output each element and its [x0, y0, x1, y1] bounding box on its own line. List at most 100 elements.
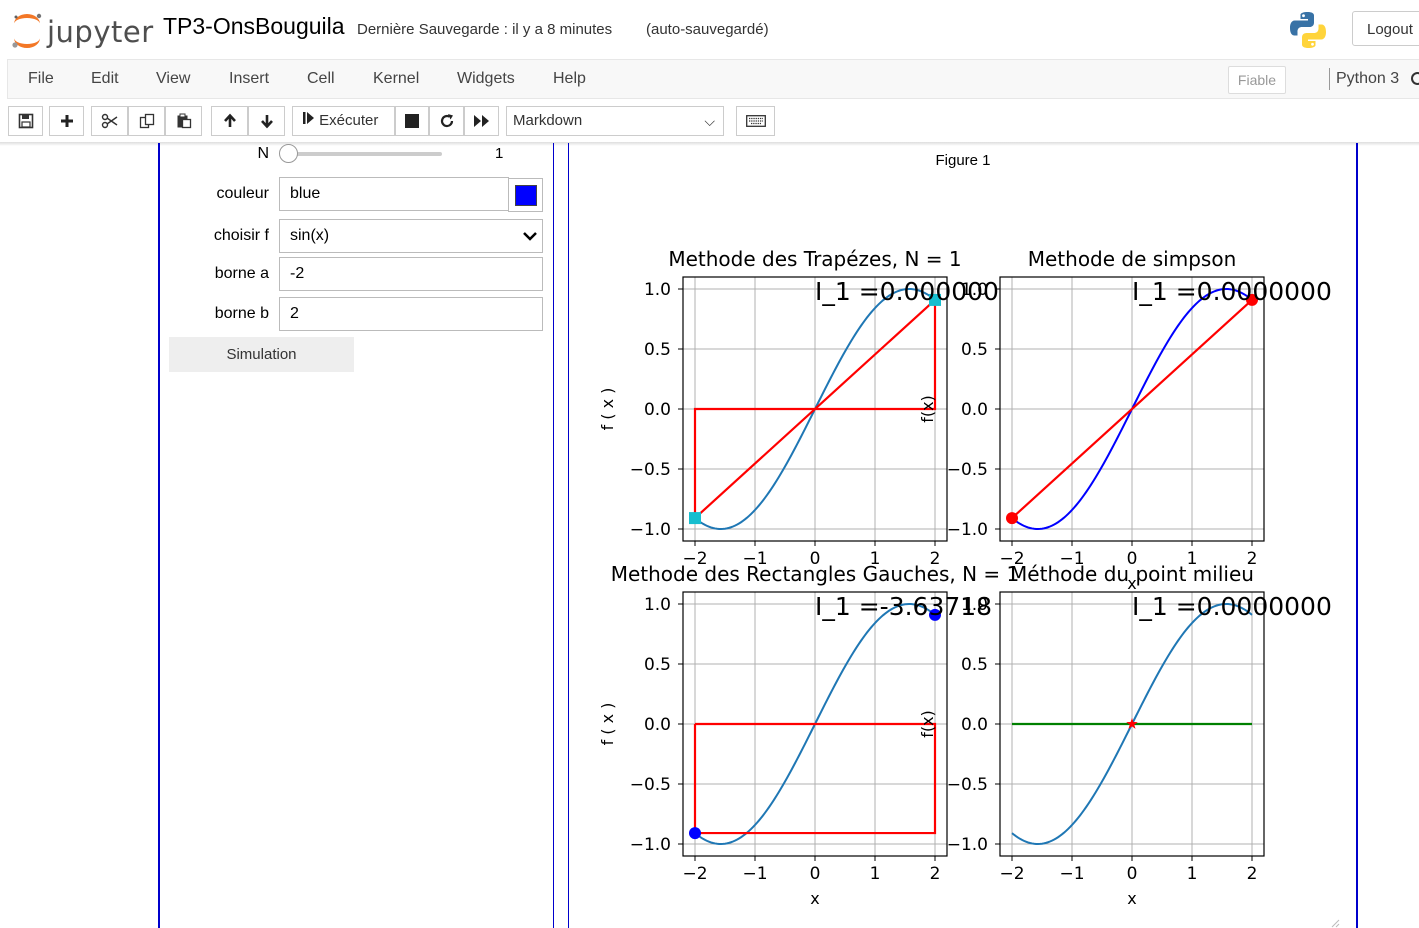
toolbar: Exécuter Markdown ⌵: [0, 100, 1419, 142]
move-down-button[interactable]: [248, 106, 285, 136]
plot-3-ytick-label-0: 1.0: [644, 595, 671, 615]
logout-button[interactable]: Logout: [1352, 11, 1419, 46]
color-input[interactable]: blue: [279, 177, 509, 211]
kernel-name: Python 3: [1336, 70, 1400, 87]
menu-kernel[interactable]: Kernel: [373, 70, 420, 87]
plot-1-series-3-point-0: [689, 512, 701, 525]
cell-border-left: [158, 143, 160, 928]
cell-type-select[interactable]: Markdown ⌵: [506, 106, 724, 136]
plot-1-ytick-label-4: −1.0: [630, 520, 671, 540]
plot-1-xtick-label-4: 2: [930, 549, 941, 569]
menu-widgets[interactable]: Widgets: [457, 70, 515, 87]
plot-4-ytick-label-2: 0.0: [961, 715, 988, 735]
restart-run-all-button[interactable]: [464, 106, 499, 136]
plot-3-ytick-label-3: −0.5: [630, 775, 671, 795]
menu-insert[interactable]: Insert: [229, 70, 270, 87]
plot-3-series-2-point-0: [689, 827, 701, 840]
function-label: choisir f: [213, 227, 269, 244]
plot-3-xtick-label-2: 0: [810, 864, 821, 884]
fast-forward-icon: [473, 115, 489, 127]
interrupt-button[interactable]: [395, 106, 429, 136]
plot-2-ytick-label-4: −1.0: [947, 520, 988, 540]
chevron-down-icon: [523, 232, 537, 241]
plot-4-ytick-label-4: −1.0: [947, 835, 988, 855]
plot-3-title: Methode des Rectangles Gauches, N = 1: [611, 562, 1020, 586]
scissors-icon: [101, 113, 117, 129]
restart-button[interactable]: [429, 106, 464, 136]
color-swatch-fill: [515, 185, 537, 206]
save-button[interactable]: [8, 106, 43, 136]
run-icon: [303, 112, 314, 124]
notebook-name[interactable]: TP3-OnsBouguila: [163, 13, 345, 39]
header: jupyter TP3-OnsBouguila Dernière Sauvega…: [0, 0, 1419, 56]
jupyter-logo-text: jupyter: [47, 15, 154, 49]
move-up-button[interactable]: [211, 106, 248, 136]
plot-2-ytick-label-3: −0.5: [947, 460, 988, 480]
menu-view[interactable]: View: [156, 70, 191, 87]
plot-1-ytick-label-3: −0.5: [630, 460, 671, 480]
plot-1-title: Methode des Trapézes, N = 1: [668, 247, 961, 271]
restart-icon: [440, 114, 453, 128]
plot-4-ylabel: f(x): [918, 710, 937, 738]
plot-2-title: Methode de simpson: [1028, 247, 1237, 271]
plot-1-xtick-label-2: 0: [810, 549, 821, 569]
autosave-status: (auto-sauvegardé): [646, 21, 769, 38]
simulation-button[interactable]: Simulation: [169, 337, 354, 372]
bound-b-label: borne b: [214, 305, 269, 322]
n-label: N: [257, 145, 269, 162]
paste-button[interactable]: [165, 106, 202, 136]
function-select[interactable]: sin(x): [279, 219, 543, 253]
command-palette-button[interactable]: [736, 106, 775, 136]
kernel-idle-icon: [1411, 72, 1419, 85]
plot-1-series-2-line: [693, 299, 937, 519]
plot-3-ytick-label-1: 0.5: [644, 655, 671, 675]
plot-2-xlabel: x: [1127, 574, 1136, 593]
jupyter-logo[interactable]: jupyter: [10, 10, 153, 50]
save-icon: [18, 113, 33, 129]
plot-4-series-2-point-0: [1126, 718, 1138, 729]
insert-cell-button[interactable]: [49, 106, 84, 136]
n-slider-track[interactable]: [289, 152, 442, 156]
plot-2-series-2-point-1: [1246, 293, 1258, 306]
trusted-indicator[interactable]: Fiable: [1228, 66, 1286, 94]
resize-handle-icon[interactable]: [1330, 918, 1340, 928]
output-panel-border: [568, 143, 569, 928]
color-picker[interactable]: [508, 178, 543, 212]
plot-4-xtick-label-3: 1: [1187, 864, 1198, 884]
kernel-divider: [1329, 68, 1330, 90]
menu-help[interactable]: Help: [553, 70, 586, 87]
menu-edit[interactable]: Edit: [91, 70, 119, 87]
menu-cell[interactable]: Cell: [307, 70, 335, 87]
paste-icon: [177, 113, 191, 129]
plot-4-ytick-label-0: 1.0: [961, 595, 988, 615]
jupyter-logo-icon: [12, 13, 42, 48]
plot-2-annotation: I_1 =0.0000000: [1132, 277, 1332, 306]
stop-icon: [405, 114, 419, 128]
plot-2-ytick-label-0: 1.0: [961, 280, 988, 300]
plot-1-series-3-point-1: [929, 293, 941, 306]
bound-b-input[interactable]: 2: [279, 297, 543, 331]
plot-1-ytick-label-0: 1.0: [644, 280, 671, 300]
plot-3-xtick-label-1: −1: [742, 864, 767, 884]
bound-a-input[interactable]: -2: [279, 257, 543, 291]
header-shadow: [0, 142, 1419, 146]
plot-4-xtick-label-1: −1: [1059, 864, 1084, 884]
menu-file[interactable]: File: [28, 70, 54, 87]
run-label: Exécuter: [319, 112, 379, 129]
plot-1-xtick-label-3: 1: [870, 549, 881, 569]
plot-3-ytick-label-2: 0.0: [644, 715, 671, 735]
plot-4-title: Méthode du point milieu: [1010, 562, 1254, 586]
plot-2-xtick-label-0: −2: [999, 549, 1024, 569]
n-slider-handle[interactable]: [279, 144, 298, 163]
plot-2-xtick-label-1: −1: [1059, 549, 1084, 569]
run-button[interactable]: Exécuter: [292, 106, 395, 136]
color-label: couleur: [216, 185, 269, 202]
plot-3-series-1-line: [693, 722, 937, 835]
cut-button[interactable]: [91, 106, 128, 136]
plot-2-xtick-label-4: 2: [1247, 549, 1258, 569]
plot-4-xtick-label-2: 0: [1127, 864, 1138, 884]
plus-icon: [60, 115, 73, 127]
copy-button[interactable]: [128, 106, 165, 136]
plot-2-series-2-point-0: [1006, 512, 1018, 525]
plot-4-ytick-label-3: −0.5: [947, 775, 988, 795]
